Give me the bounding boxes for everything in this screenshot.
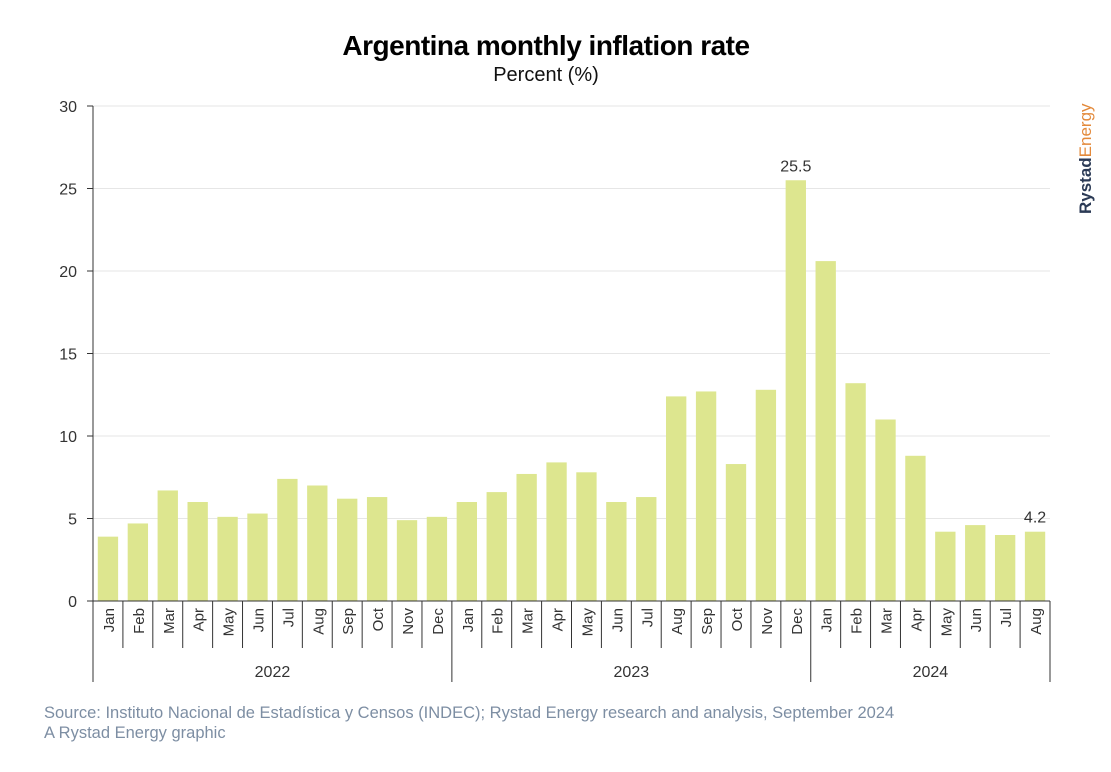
x-tick-label: Aug bbox=[669, 608, 686, 635]
year-label: 2022 bbox=[255, 664, 291, 681]
x-tick-label: Aug bbox=[310, 608, 327, 635]
x-tick-label: Oct bbox=[729, 607, 746, 631]
y-tick-label: 5 bbox=[68, 512, 77, 529]
bar bbox=[217, 516, 238, 601]
x-tick-label: Apr bbox=[550, 608, 567, 631]
x-tick-label: Sep bbox=[340, 608, 357, 635]
bar bbox=[97, 536, 119, 601]
x-tick-label: Sep bbox=[699, 608, 716, 635]
y-tick-label: 0 bbox=[68, 594, 77, 611]
bar bbox=[546, 462, 567, 601]
bar bbox=[935, 531, 956, 601]
chart-subtitle: Percent (%) bbox=[493, 64, 599, 86]
year-label: 2023 bbox=[614, 664, 650, 681]
x-tick-label: Dec bbox=[789, 608, 806, 635]
bar bbox=[456, 502, 477, 601]
chart-title: Argentina monthly inflation rate bbox=[342, 30, 750, 61]
x-tick-label: Feb bbox=[490, 608, 507, 634]
x-tick-label: Nov bbox=[759, 608, 776, 635]
bar bbox=[516, 473, 537, 601]
x-tick-label: May bbox=[221, 608, 238, 637]
bar bbox=[725, 464, 747, 601]
bar bbox=[695, 391, 717, 601]
bar bbox=[307, 485, 328, 601]
x-tick-label: Feb bbox=[849, 608, 866, 634]
bar bbox=[905, 455, 926, 601]
x-tick-label: Feb bbox=[131, 608, 148, 634]
brand-logo: RystadEnergy bbox=[1076, 103, 1096, 214]
x-tick-label: Mar bbox=[520, 608, 537, 634]
bar bbox=[845, 383, 866, 601]
x-tick-label: Dec bbox=[430, 608, 447, 635]
x-tick-label: Jul bbox=[998, 608, 1015, 627]
x-tick-label: Jan bbox=[819, 608, 836, 632]
bar bbox=[875, 419, 896, 601]
bar bbox=[965, 525, 986, 601]
x-tick-label: Apr bbox=[908, 608, 925, 631]
bar bbox=[426, 516, 448, 601]
x-tick-label: Jun bbox=[609, 608, 626, 632]
bar bbox=[606, 502, 627, 601]
bar bbox=[636, 497, 657, 601]
brand-logo-part1: Rystad bbox=[1076, 157, 1095, 214]
x-tick-label: May bbox=[579, 608, 596, 637]
year-label: 2024 bbox=[913, 664, 949, 681]
data-label: 4.2 bbox=[1024, 510, 1046, 527]
bar bbox=[994, 535, 1016, 601]
x-tick-label: Jun bbox=[250, 608, 267, 632]
y-tick-label: 15 bbox=[59, 347, 77, 364]
bar bbox=[337, 498, 358, 601]
x-tick-label: Jan bbox=[101, 608, 118, 632]
bar bbox=[247, 513, 268, 601]
bar bbox=[1024, 531, 1046, 601]
bar bbox=[576, 472, 597, 601]
footer: Source: Instituto Nacional de Estadístic… bbox=[44, 703, 894, 743]
bar bbox=[755, 389, 777, 601]
bar bbox=[187, 502, 208, 601]
bar bbox=[815, 261, 836, 601]
brand-logo-part2: Energy bbox=[1076, 103, 1095, 158]
y-tick-label: 10 bbox=[59, 429, 77, 446]
x-tick-label: Jun bbox=[968, 608, 985, 632]
x-tick-label: Jan bbox=[460, 608, 477, 632]
y-tick-label: 30 bbox=[59, 99, 77, 116]
source-note: Source: Instituto Nacional de Estadístic… bbox=[44, 704, 895, 722]
credit-note: A Rystad Energy graphic bbox=[44, 724, 226, 742]
x-tick-label: Oct bbox=[370, 607, 387, 631]
data-label: 25.5 bbox=[780, 158, 811, 175]
x-tick-label: Mar bbox=[879, 608, 896, 634]
x-tick-label: Jul bbox=[639, 608, 656, 627]
bar bbox=[127, 523, 149, 601]
x-tick-label: Nov bbox=[400, 608, 417, 635]
x-tick-label: Mar bbox=[161, 608, 178, 634]
bar bbox=[366, 497, 388, 601]
x-tick-label: May bbox=[938, 608, 955, 637]
bar bbox=[666, 396, 687, 601]
y-tick-label: 20 bbox=[59, 264, 77, 281]
y-tick-label: 25 bbox=[59, 182, 77, 199]
bar bbox=[486, 492, 507, 601]
bar bbox=[396, 520, 418, 601]
bar bbox=[785, 180, 806, 601]
bar bbox=[157, 490, 178, 601]
x-tick-label: Jul bbox=[280, 608, 297, 627]
x-tick-label: Apr bbox=[191, 608, 208, 631]
x-tick-label: Aug bbox=[1028, 608, 1045, 635]
bar bbox=[277, 478, 298, 601]
